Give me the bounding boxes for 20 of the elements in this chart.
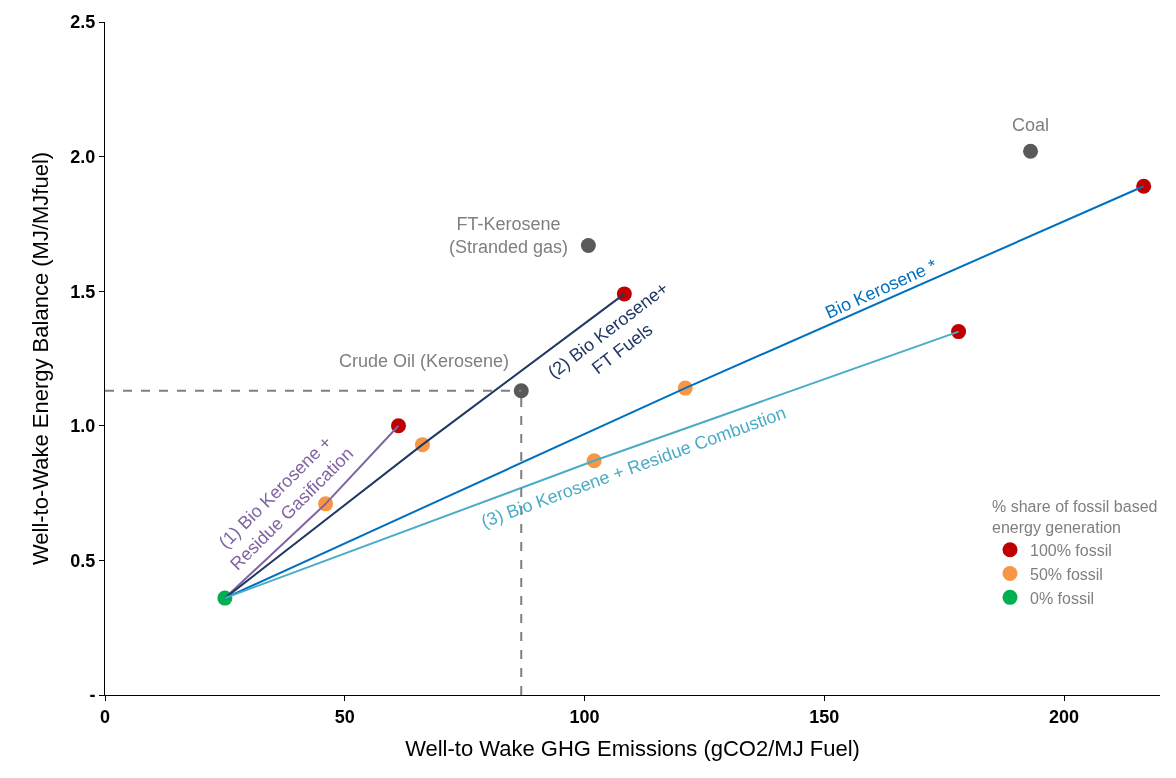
y-axis-title: Well-to-Wake Energy Balance (MJ/MJfuel)	[28, 151, 54, 566]
legend-label: 50% fossil	[1030, 565, 1103, 583]
x-tick-label: 0	[99, 706, 111, 727]
x-tick-label: 50	[334, 706, 355, 727]
y-tick-label: -	[89, 685, 96, 706]
y-tick-label: 1.5	[70, 281, 96, 302]
x-tick-label: 200	[1049, 706, 1080, 727]
y-tick-label: 2.0	[70, 146, 96, 167]
annotation: Crude Oil (Kerosene)	[339, 351, 510, 371]
x-tick-label: 150	[809, 706, 840, 727]
y-tick-label: 2.5	[70, 12, 96, 33]
annotation: FT-Kerosene (Stranded gas)	[449, 214, 569, 258]
x-tick-label: 100	[569, 706, 600, 727]
legend-label: 100% fossil	[1030, 541, 1112, 559]
y-tick-label: 1.0	[70, 416, 96, 437]
annotation: Coal	[1012, 115, 1050, 135]
y-tick-label: 0.5	[70, 550, 96, 571]
x-axis-title: Well-to Wake GHG Emissions (gCO2/MJ Fuel)	[405, 736, 860, 762]
legend-title: % share of fossil based energy generation	[992, 498, 1158, 536]
legend-label: 0% fossil	[1030, 589, 1095, 607]
